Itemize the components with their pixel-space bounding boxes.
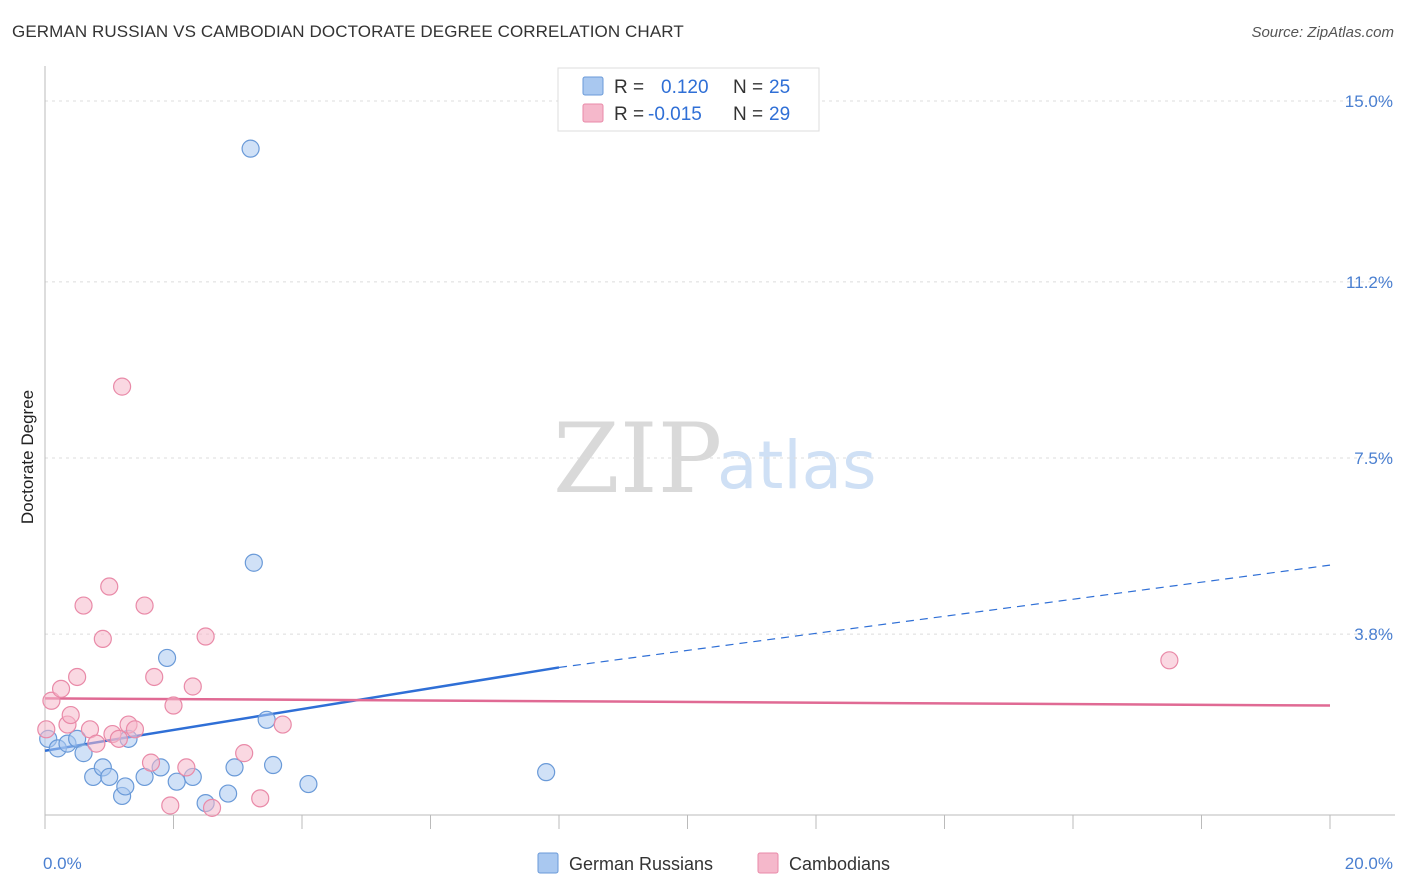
- watermark-atlas: atlas: [717, 427, 877, 504]
- correlation-legend: R = 0.120 N = 25 R = -0.015 N = 29: [557, 67, 820, 132]
- cambodians-point: [273, 715, 292, 734]
- cambodians-point: [164, 696, 183, 715]
- cambodians-point: [87, 734, 106, 753]
- y-tick-label: 15.0%: [1345, 92, 1393, 111]
- german-russians-trend-extension: [558, 564, 1331, 669]
- cambodians-point: [51, 679, 71, 698]
- legend-n-value: 29: [769, 104, 790, 125]
- cambodians-point: [42, 691, 61, 710]
- cambodians-point: [135, 596, 154, 615]
- grid-lines: [45, 100, 1395, 635]
- german-russians-point: [157, 648, 177, 668]
- legend-n-label: N =: [733, 77, 763, 98]
- cambodians-point: [235, 744, 254, 763]
- legend-swatch-cambodians: [582, 103, 604, 123]
- x-tick-label: 0.0%: [43, 854, 82, 873]
- cambodians-point: [177, 758, 196, 777]
- data-points: [37, 139, 1179, 817]
- y-axis-title: Doctorate Degree: [18, 390, 37, 524]
- legend-label-german-russians: German Russians: [569, 854, 713, 874]
- cambodians-point: [112, 377, 132, 396]
- cambodians-point: [109, 729, 128, 748]
- german-russians-point: [257, 710, 276, 729]
- german-russians-point: [100, 767, 119, 787]
- german-russians-point: [299, 774, 318, 794]
- cambodians-point: [161, 796, 180, 815]
- cambodians-trend-line: [44, 697, 1331, 707]
- cambodians-point: [68, 667, 87, 687]
- watermark-zip: ZIP: [553, 403, 722, 515]
- legend-r-value: -0.015: [648, 104, 702, 125]
- legend-swatch-german-russians: [537, 852, 559, 874]
- y-tick-label: 7.5%: [1354, 449, 1393, 468]
- trend-lines: [44, 564, 1331, 752]
- chart-title: GERMAN RUSSIAN VS CAMBODIAN DOCTORATE DE…: [12, 22, 684, 41]
- cambodians-point: [61, 705, 80, 725]
- cambodians-point: [202, 798, 222, 817]
- german-russians-point: [225, 758, 244, 777]
- cambodians-point: [37, 720, 56, 739]
- german-russians-point: [167, 772, 186, 791]
- cambodians-point: [141, 753, 161, 772]
- legend-r-label: R =: [614, 77, 644, 98]
- german-russians-point: [263, 755, 283, 775]
- axes: [44, 66, 1395, 829]
- german-russians-point: [219, 784, 238, 803]
- source-label: Source: ZipAtlas.com: [1251, 24, 1394, 41]
- legend-r-label: R =: [614, 104, 644, 125]
- legend-swatch-cambodians: [757, 852, 779, 874]
- german-russians-point: [537, 763, 556, 782]
- series-legend: German Russians Cambodians: [537, 852, 890, 874]
- german-russians-point: [74, 744, 93, 763]
- cambodians-point: [196, 627, 215, 646]
- cambodians-point: [183, 677, 202, 696]
- cambodians-point: [100, 577, 119, 596]
- tick-labels: 3.8% 7.5% 11.2% 15.0% 0.0% 20.0%: [43, 92, 1393, 873]
- legend-label-cambodians: Cambodians: [789, 854, 890, 874]
- cambodians-point: [93, 629, 112, 648]
- legend-r-value: 0.120: [661, 77, 709, 98]
- cambodians-point: [74, 596, 93, 615]
- legend-n-label: N =: [733, 104, 763, 125]
- cambodians-point: [251, 789, 270, 808]
- legend-swatch-german-russians: [582, 76, 604, 96]
- cambodians-point: [125, 720, 145, 739]
- y-tick-label: 3.8%: [1354, 625, 1393, 644]
- y-tick-label: 11.2%: [1346, 273, 1393, 292]
- x-tick-label: 20.0%: [1345, 854, 1393, 873]
- cambodians-point: [1160, 651, 1179, 670]
- german-russians-point: [244, 553, 263, 572]
- german-russians-point: [116, 777, 135, 796]
- legend-n-value: 25: [769, 77, 790, 98]
- german-russians-point: [241, 139, 260, 158]
- cambodians-point: [145, 667, 164, 687]
